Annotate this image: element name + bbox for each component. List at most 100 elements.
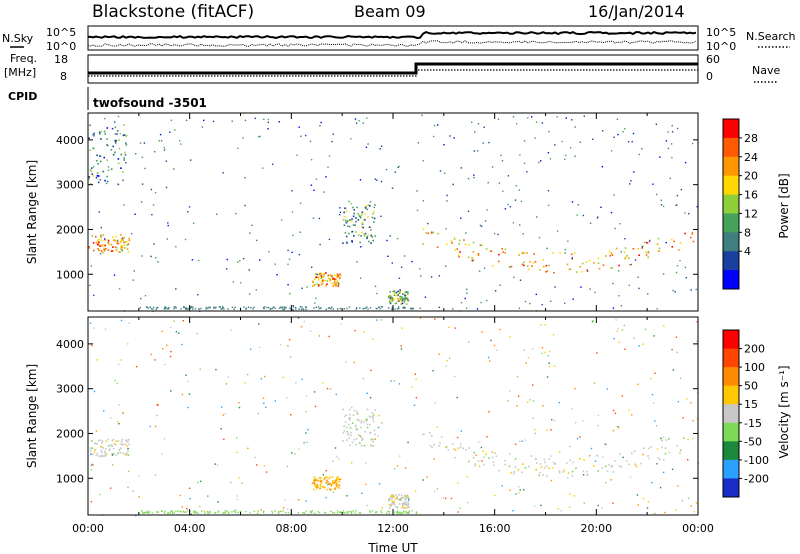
echo-point <box>104 179 106 182</box>
scatter-point <box>400 345 402 347</box>
scatter-point <box>432 135 435 138</box>
scatter-point <box>262 167 264 169</box>
scatter-point <box>567 240 569 242</box>
scatter-point <box>476 150 479 152</box>
freq-tick-top: 18 <box>54 53 68 66</box>
echo-point <box>439 442 441 444</box>
scatter-point <box>559 451 561 453</box>
echo-point <box>548 458 550 460</box>
echo-point <box>315 276 318 278</box>
scatter-point <box>381 422 383 424</box>
echo-point <box>647 250 650 253</box>
scatter-point <box>592 138 594 140</box>
ground-scatter-point <box>153 306 155 309</box>
scatter-point <box>127 486 129 488</box>
echo-point <box>405 501 407 504</box>
echo-point <box>625 460 628 462</box>
echo-point <box>569 459 571 461</box>
scatter-point <box>120 359 122 361</box>
ground-scatter-point <box>320 307 322 309</box>
scatter-point <box>332 491 335 493</box>
echo-point <box>491 456 494 459</box>
scatter-point <box>597 216 599 218</box>
echo-point <box>597 470 599 472</box>
echo-point <box>327 277 330 279</box>
echo-point <box>396 495 398 498</box>
ground-scatter-point <box>252 308 254 310</box>
scatter-point <box>454 327 457 329</box>
echo-point <box>108 243 110 246</box>
echo-point <box>113 453 115 455</box>
echo-point <box>128 239 131 242</box>
scatter-point <box>116 133 118 135</box>
scatter-point <box>690 289 692 291</box>
ground-scatter-point <box>282 510 284 512</box>
scatter-point <box>356 206 358 209</box>
echo-point <box>363 421 365 423</box>
y-tick-label: 1000 <box>56 472 84 485</box>
scatter-point <box>263 465 265 467</box>
scatter-point <box>533 505 536 507</box>
ground-scatter-point <box>292 306 295 308</box>
echo-point <box>526 252 528 254</box>
ground-scatter-point <box>402 307 405 309</box>
scatter-point <box>527 357 530 359</box>
echo-point <box>369 416 372 418</box>
echo-point <box>389 291 392 293</box>
scatter-point <box>267 118 269 121</box>
echo-point <box>483 463 485 466</box>
ground-scatter-point <box>366 306 368 308</box>
echo-point <box>658 247 661 250</box>
echo-point <box>121 237 124 240</box>
ground-scatter-point <box>348 511 350 513</box>
scatter-point <box>157 404 159 406</box>
echo-point <box>447 449 449 451</box>
echo-point <box>664 452 667 455</box>
echo-point <box>679 452 681 454</box>
scatter-point <box>519 440 521 443</box>
echo-point <box>90 183 92 185</box>
echo-point <box>352 414 355 417</box>
ground-scatter-point <box>285 511 287 514</box>
echo-point <box>504 248 507 251</box>
scatter-point <box>268 251 270 253</box>
scatter-point <box>260 378 262 380</box>
scatter-point <box>320 121 322 124</box>
echo-point <box>344 207 347 209</box>
echo-point <box>683 437 685 439</box>
echo-point <box>117 242 120 245</box>
scatter-point <box>144 295 147 297</box>
scatter-point <box>499 284 501 286</box>
ground-scatter-point <box>305 308 307 311</box>
scatter-point <box>118 363 120 366</box>
ground-scatter-point <box>161 510 163 512</box>
echo-point <box>456 248 459 250</box>
scatter-point <box>303 442 305 444</box>
echo-point <box>390 495 393 497</box>
ground-scatter-point <box>396 510 399 512</box>
scatter-point <box>301 287 303 289</box>
echo-point <box>323 477 326 480</box>
scatter-point <box>610 479 612 481</box>
scatter-point <box>684 266 687 269</box>
scatter-point <box>594 291 596 294</box>
echo-point <box>395 494 397 496</box>
scatter-point <box>220 428 222 430</box>
echo-point <box>558 471 561 474</box>
echo-point <box>99 160 102 163</box>
echo-point <box>401 299 404 301</box>
echo-point <box>634 464 637 466</box>
echo-point <box>372 441 374 443</box>
echo-point <box>393 503 396 505</box>
echo-point <box>103 250 106 252</box>
scatter-point <box>306 286 308 288</box>
echo-point <box>119 133 122 135</box>
colorbar-tick-label: -50 <box>744 435 762 448</box>
echo-point <box>521 263 524 266</box>
echo-point <box>337 282 339 284</box>
echo-point <box>553 272 555 274</box>
echo-point <box>336 479 339 482</box>
echo-point <box>401 507 403 509</box>
scatter-point <box>436 488 438 490</box>
colorbar-segment <box>723 270 739 290</box>
